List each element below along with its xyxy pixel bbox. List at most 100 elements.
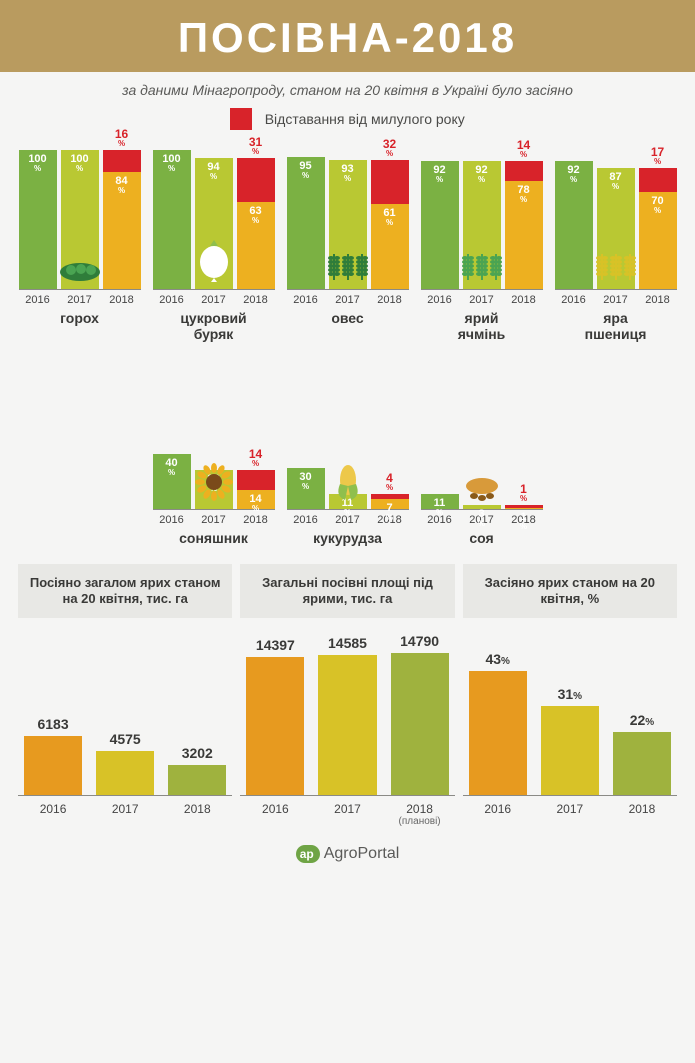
crop-name: соняшник [153, 526, 275, 546]
bar-value-label: 11% [421, 498, 459, 517]
summary-block-0: Посіяно загалом ярих станом на 20 квітня… [18, 564, 232, 827]
bar-value-label: 28% [195, 474, 233, 493]
legend-label: Відставання від милулого року [265, 111, 465, 127]
summary-value: 22% [630, 712, 654, 728]
year-label: 2016 [469, 802, 527, 816]
bar-value-label: 3% [463, 509, 501, 528]
crop-sunflower: 40% 28% 14% 14% 201620172018 соняшник [153, 360, 275, 546]
year-label: 2017 [96, 802, 154, 816]
year-label: 2018 [639, 294, 677, 306]
bar-2018: 14% 14% [237, 470, 275, 509]
bottom-section: Посіяно загалом ярих станом на 20 квітня… [0, 546, 695, 827]
bar-value-label: 63% [237, 206, 275, 225]
year-label: 2017 [597, 294, 635, 306]
summary-bar-2018: 14790 [391, 633, 449, 795]
bar-value-label: 100% [19, 154, 57, 173]
crop-name: овес [287, 306, 409, 326]
bar-value-label: 11% [329, 498, 367, 517]
subtitle: за даними Мінагропроду, станом на 20 кві… [0, 72, 695, 104]
summary-value: 3202 [182, 745, 213, 761]
summary-title: Засіяно ярих станом на 20 квітня, % [463, 564, 677, 618]
bar-value-label: 30% [287, 472, 325, 491]
crops-row-1: 100% 100% 16% 84% 201620172018 горох 100… [0, 140, 695, 342]
crop-oat: 95% 93% 32% 61% 201620172018 овес [287, 140, 409, 342]
bar-value-label: 95% [287, 161, 325, 180]
bar-2017: 3% [463, 505, 501, 509]
summary-bar-2016: 43% [469, 651, 527, 795]
year-label: 2017 [463, 294, 501, 306]
year-label: 2016 [246, 802, 304, 827]
summary-value: 14397 [256, 637, 295, 653]
crop-name: ярапшениця [555, 306, 677, 342]
bar-value-label: 84% [103, 176, 141, 195]
crop-beet: 100% 94% 31% 63% 201620172018 цукровийбу… [153, 140, 275, 342]
year-label: 2016 [287, 514, 325, 526]
deficit-label: 14% [505, 139, 543, 159]
bar-value-label: 100% [153, 154, 191, 173]
bar-value-label: 92% [463, 165, 501, 184]
year-label: 2017 [61, 294, 99, 306]
year-label: 2017 [329, 294, 367, 306]
bar-2016: 11% [421, 494, 459, 509]
bar-value-label: 14% [237, 494, 275, 513]
crop-name: цукровийбуряк [153, 306, 275, 342]
summary-bar-2016: 6183 [24, 716, 82, 795]
crop-wheat: 92% 87% 17% 70% 201620172018 ярапшениця [555, 140, 677, 342]
deficit-label: 4% [371, 472, 409, 492]
bar-2017: 94% [195, 158, 233, 289]
bar-2016: 30% [287, 468, 325, 510]
bar-2018: 1% 1% [505, 505, 543, 509]
summary-value: 31% [558, 686, 582, 702]
legend-swatch [230, 108, 252, 130]
bar-value-label: 61% [371, 208, 409, 227]
bar-value-label: 70% [639, 196, 677, 215]
footer-logo-icon: ap [296, 845, 320, 863]
bar-value-label: 78% [505, 185, 543, 204]
bar-value-label: 100% [61, 154, 99, 173]
summary-title: Загальні посівні площі під ярими, тис. г… [240, 564, 454, 618]
bar-2017: 87% [597, 168, 635, 289]
page-title: ПОСІВНА-2018 [0, 14, 695, 62]
bar-2018: 17% 70% [639, 168, 677, 289]
year-label: 2018 [237, 294, 275, 306]
bar-value-label: 92% [555, 165, 593, 184]
bar-value-label: 92% [421, 165, 459, 184]
crop-pea: 100% 100% 16% 84% 201620172018 горох [19, 140, 141, 342]
bar-2017: 28% [195, 470, 233, 509]
deficit-label: 16% [103, 128, 141, 148]
year-label: 2018(планові) [391, 802, 449, 827]
year-label: 2016 [153, 514, 191, 526]
summary-value: 14790 [400, 633, 439, 649]
bar-2017: 100% [61, 150, 99, 289]
crop-name: ярийячмінь [421, 306, 543, 342]
bar-2017: 92% [463, 161, 501, 289]
summary-bar-2017: 14585 [318, 635, 376, 795]
bar-value-label: 94% [195, 162, 233, 181]
summary-value: 6183 [37, 716, 68, 732]
bar-2018: 16% 84% [103, 150, 141, 289]
year-label: 2018 [168, 802, 226, 816]
deficit-label: 31% [237, 136, 275, 156]
bar-2016: 100% [19, 150, 57, 289]
summary-bar-2017: 4575 [96, 731, 154, 795]
bar-value-label: 40% [153, 458, 191, 477]
deficit-label: 1% [505, 483, 543, 503]
year-label: 2016 [287, 294, 325, 306]
bar-2018: 31% 63% [237, 158, 275, 289]
crop-name: кукурудза [287, 526, 409, 546]
summary-value: 4575 [110, 731, 141, 747]
year-label: 2017 [541, 802, 599, 816]
bar-2016: 100% [153, 150, 191, 289]
summary-bar-2016: 14397 [246, 637, 304, 795]
summary-title: Посіяно загалом ярих станом на 20 квітня… [18, 564, 232, 618]
bar-2016: 92% [421, 161, 459, 289]
bar-value-label: 1% [505, 512, 543, 531]
summary-block-1: Загальні посівні площі під ярими, тис. г… [240, 564, 454, 827]
year-label: 2016 [421, 294, 459, 306]
bar-value-label: 7% [371, 503, 409, 522]
year-label: 2018 [505, 294, 543, 306]
bar-2018: 14% 78% [505, 161, 543, 289]
year-label: 2016 [19, 294, 57, 306]
deficit-label: 32% [371, 138, 409, 158]
footer-text: AgroPortal [324, 845, 400, 862]
